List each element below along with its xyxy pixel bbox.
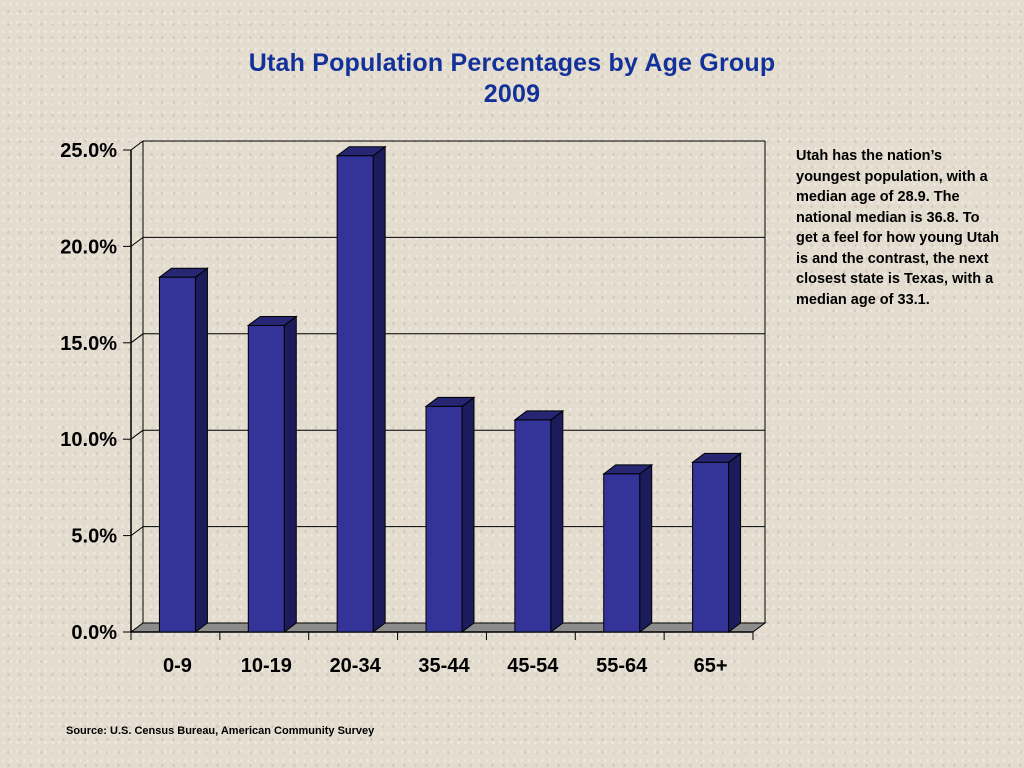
bar-side	[372, 145, 386, 633]
bar-side	[194, 267, 208, 633]
y-tick-label: 15.0%	[60, 333, 117, 355]
x-tick-label: 0-9	[163, 655, 192, 677]
bar-side	[461, 396, 475, 633]
y-tick-label: 5.0%	[71, 526, 117, 548]
gridline-side	[130, 333, 144, 344]
source-note: Source: U.S. Census Bureau, American Com…	[66, 725, 375, 737]
gridline-side	[130, 140, 144, 151]
bar-side	[728, 452, 742, 633]
y-tick-label: 20.0%	[60, 236, 117, 258]
bar-side	[283, 315, 297, 633]
x-tick-label: 65+	[694, 655, 728, 677]
annotation-text: Utah has the nation’s youngest populatio…	[796, 148, 1000, 308]
x-tick-label: 10-19	[241, 655, 292, 677]
bar	[692, 461, 730, 633]
bar	[247, 324, 285, 633]
y-tick-label: 25.0%	[60, 140, 117, 162]
bar	[336, 155, 374, 633]
y-tick-label: 10.0%	[60, 429, 117, 451]
x-tick-label: 20-34	[330, 655, 382, 677]
bar-side	[550, 409, 564, 633]
chart-title-main: Utah Population Percentages by Age Group	[248, 49, 776, 77]
bar	[514, 419, 552, 633]
bar	[425, 405, 463, 633]
bar	[603, 473, 641, 633]
gridline-side	[130, 429, 144, 440]
y-tick-label: 0.0%	[71, 622, 117, 644]
bar	[158, 276, 196, 633]
gridline-side	[130, 526, 144, 536]
x-tick-label: 35-44	[418, 655, 470, 677]
gridline-side	[130, 236, 144, 247]
chart-title: Utah Population Percentages by Age Group…	[0, 48, 1024, 110]
x-tick-label: 55-64	[596, 655, 648, 677]
chart-subtitle: 2009	[483, 80, 541, 108]
bar-side	[639, 463, 653, 633]
x-tick-label: 45-54	[507, 655, 559, 677]
